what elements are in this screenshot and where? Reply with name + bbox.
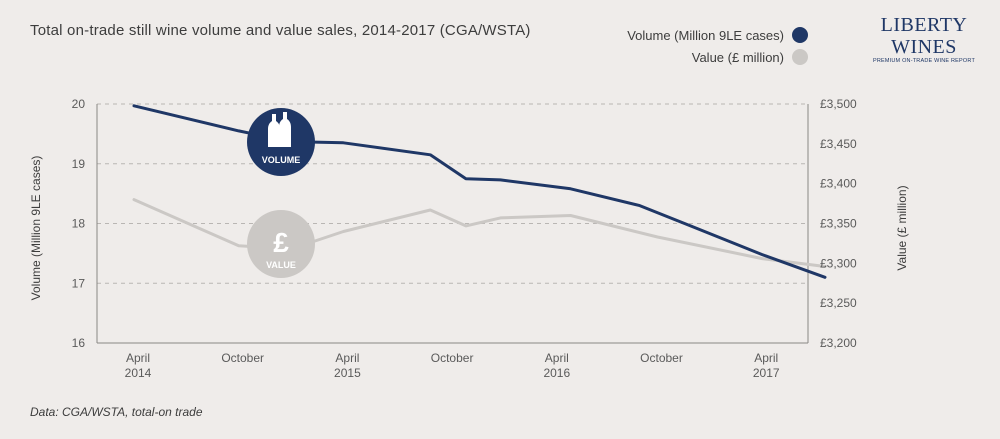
x-tick-label-year: 2017 [753,366,780,380]
chart-tick-labels: 20 19 18 17 16 £3,500 £3,450 £3,400 £3,350 £3,300… [72,97,857,380]
volume-badge-label: VOLUME [262,155,301,165]
y-left-tick-label: 20 [72,97,86,111]
legend-swatch-value [792,49,808,65]
series-line-value [132,198,827,268]
x-tick-label: October [221,351,264,365]
x-tick-label: April [126,351,150,365]
legend-label-value: Value (£ million) [691,49,784,65]
x-tick-label-year: 2014 [125,366,152,380]
y-left-tick-label: 18 [72,217,86,231]
chart-axes [96,104,809,344]
y-axis-right-title: Value (£ million) [895,185,909,270]
legend-label-volume: Volume (Million 9LE cases) [627,27,784,43]
y-right-tick-label: £3,300 [820,256,857,270]
x-tick-label: April [754,351,778,365]
wine-bottles-icon [268,112,291,147]
value-badge: £ VALUE [247,210,315,278]
legend-swatch-volume [792,27,808,43]
x-tick-label: April [545,351,569,365]
y-right-tick-label: £3,250 [820,296,857,310]
y-right-tick-label: £3,500 [820,97,857,111]
x-tick-label: October [640,351,683,365]
logo-wordmark: LIBERTY WINES [880,14,968,58]
y-right-tick-label: £3,350 [820,217,857,231]
y-right-tick-label: £3,450 [820,137,857,151]
chart-legend: Volume (Million 9LE cases) Value (£ mill… [627,24,808,68]
y-right-tick-label: £3,400 [820,177,857,191]
x-tick-label-year: 2016 [543,366,570,380]
chart-series [132,104,827,279]
value-badge-circle [247,210,315,278]
legend-item-volume: Volume (Million 9LE cases) [627,24,808,46]
chart-grid [97,103,808,284]
y-left-tick-label: 16 [72,336,86,350]
logo-tagline: PREMIUM ON-TRADE WINE REPORT [872,58,976,64]
y-left-tick-label: 17 [72,276,86,290]
brand-logo: LIBERTY WINES PREMIUM ON-TRADE WINE REPO… [866,14,982,64]
y-axis-left-title: Volume (Million 9LE cases) [29,156,43,301]
value-badge-label: VALUE [266,260,296,270]
volume-badge: VOLUME [247,108,315,176]
y-right-tick-label: £3,200 [820,336,857,350]
x-tick-label-year: 2015 [334,366,361,380]
data-source-note: Data: CGA/WSTA, total-on trade [30,405,203,419]
x-tick-label: October [431,351,474,365]
legend-item-value: Value (£ million) [627,46,808,68]
x-tick-label: April [335,351,359,365]
chart-title: Total on-trade still wine volume and val… [30,22,531,39]
y-left-tick-label: 19 [72,157,86,171]
pound-sign-icon: £ [273,227,289,258]
